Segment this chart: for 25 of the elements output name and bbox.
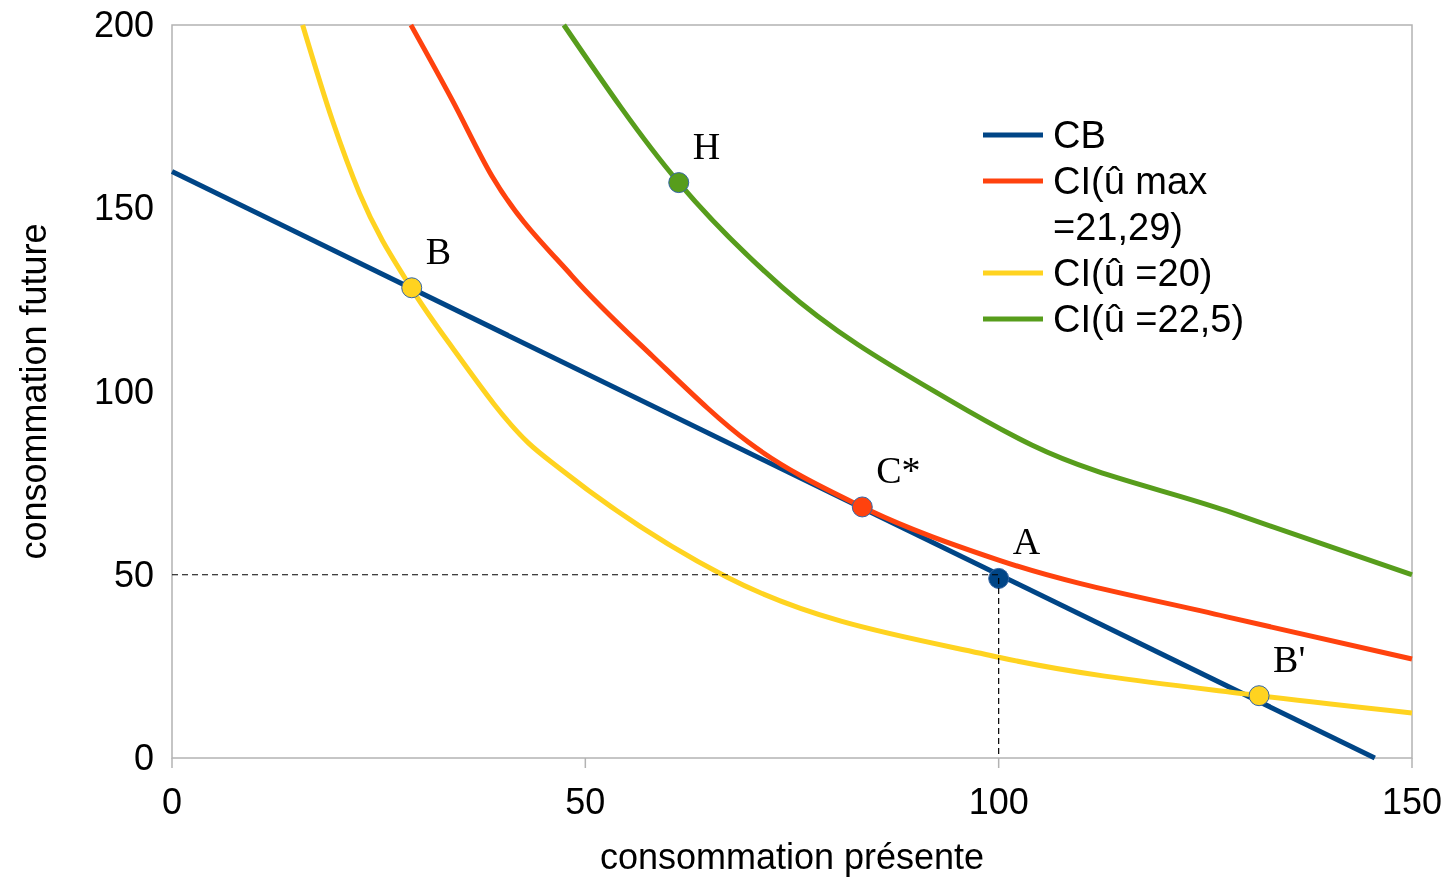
y-axis-title: consommation future (13, 223, 54, 560)
legend-label: CI(û max =21,29) (1053, 160, 1208, 248)
x-tick-label: 150 (1381, 781, 1443, 822)
y-tick-label: 200 (93, 4, 154, 45)
legend-label: CI(û =22,5) (1053, 298, 1245, 340)
point (851, 496, 873, 518)
y-tick-label: 0 (133, 737, 154, 778)
y-tick-label: 150 (93, 187, 154, 229)
legend-label: CI(û =20) (1053, 252, 1213, 294)
x-tick-label: 0 (161, 781, 183, 822)
point (401, 277, 423, 299)
y-tick-label: 50 (113, 553, 154, 595)
annotation: B (425, 229, 452, 272)
x-tick-label: 50 (565, 781, 606, 822)
annotation: H (692, 124, 721, 167)
point (668, 172, 690, 194)
annotation: B' (1273, 637, 1306, 680)
legend-label: CB (1053, 114, 1106, 156)
point (1248, 685, 1270, 707)
annotation: A (1012, 520, 1041, 563)
x-axis-title: consommation présente (599, 836, 985, 877)
x-tick-label: 100 (968, 781, 1029, 822)
annotation: C* (876, 448, 921, 491)
y-tick-label: 100 (93, 370, 154, 412)
point (988, 567, 1010, 589)
